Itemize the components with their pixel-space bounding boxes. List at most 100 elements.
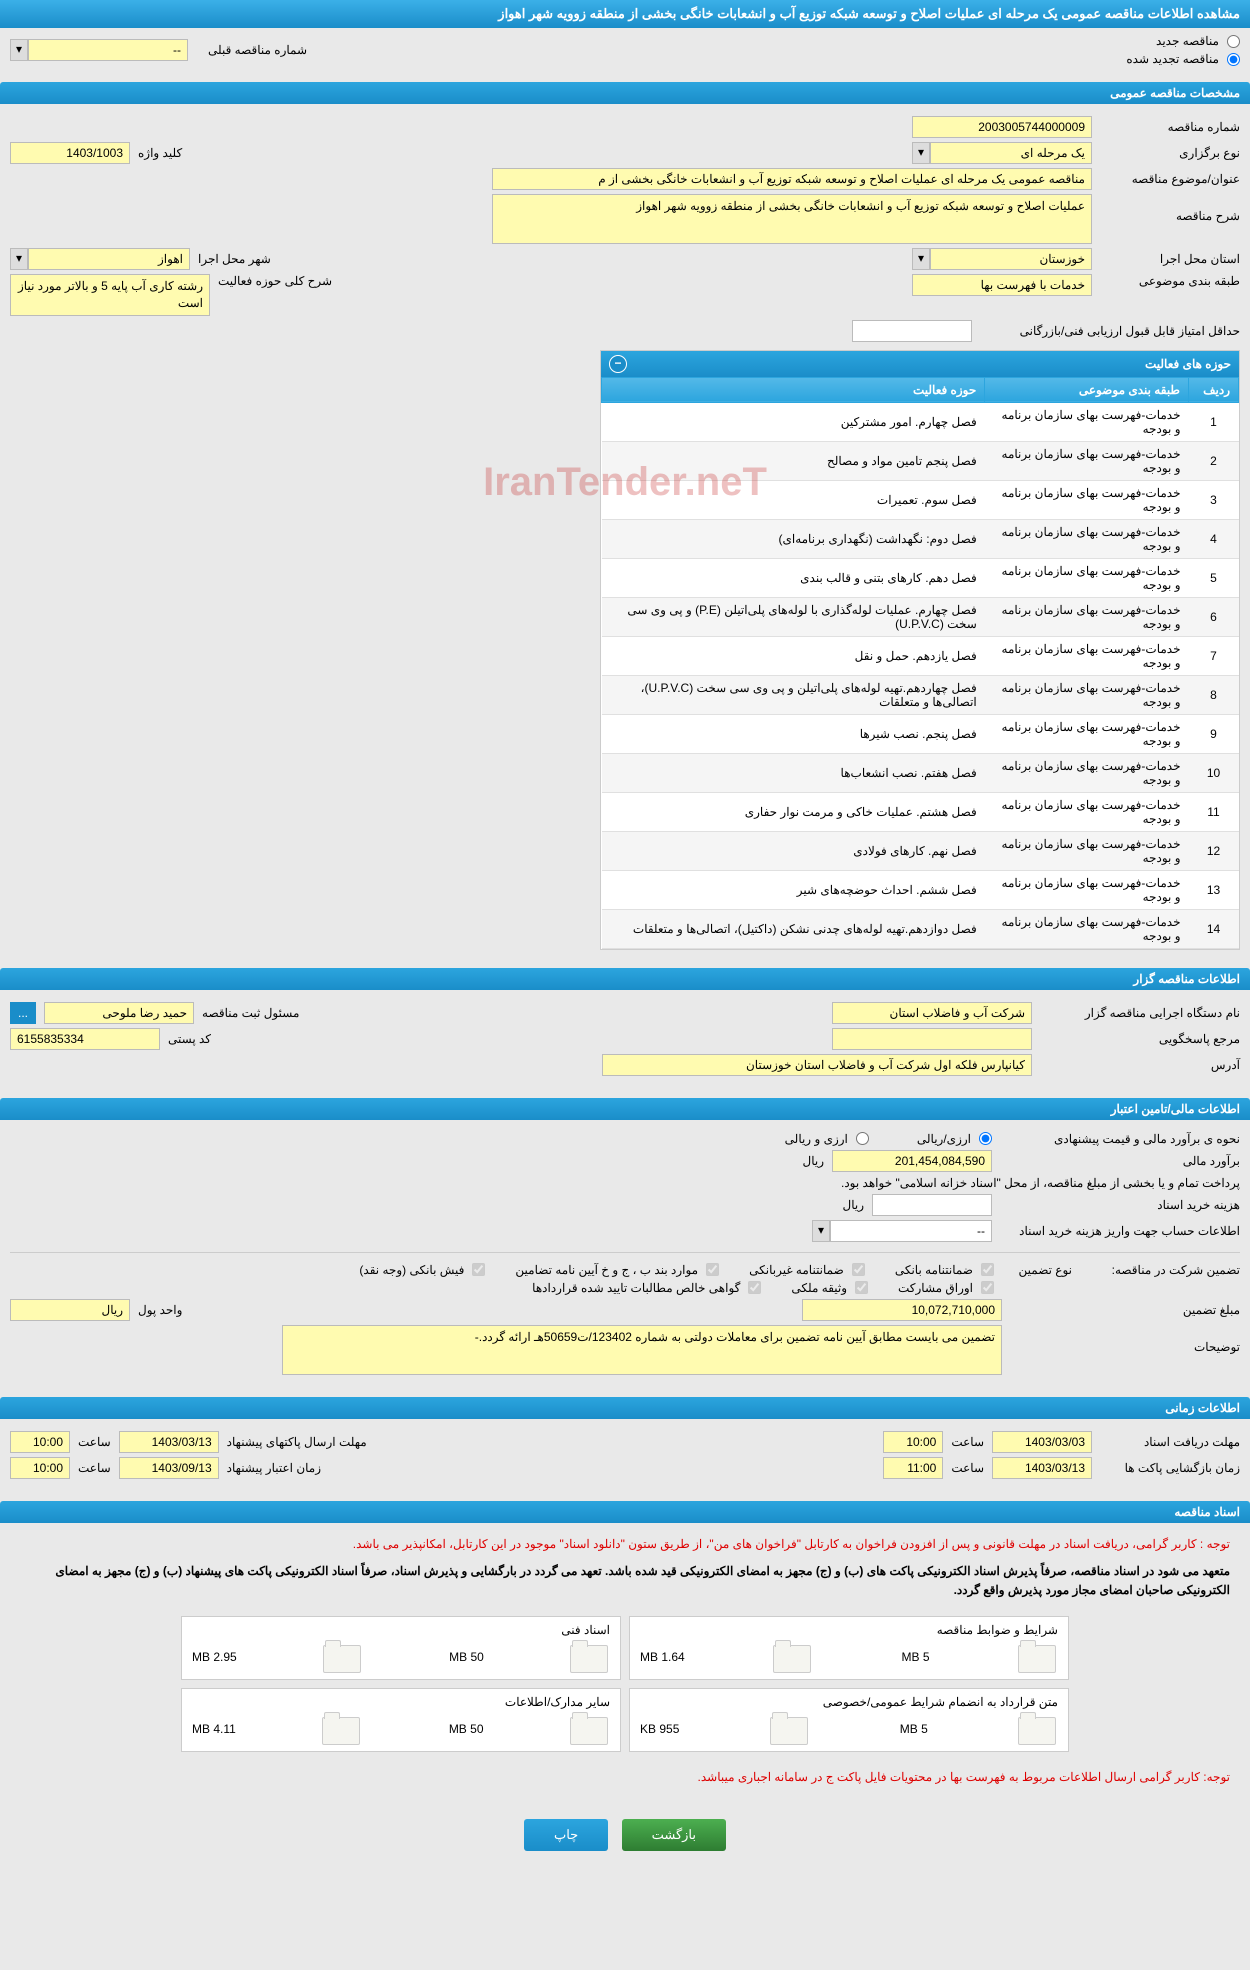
type-field[interactable]: یک مرحله ای xyxy=(930,142,1092,164)
validity-date[interactable]: 1403/09/13 xyxy=(119,1457,219,1479)
receive-time[interactable]: 10:00 xyxy=(883,1431,943,1453)
more-button[interactable]: ... xyxy=(10,1002,36,1024)
file-used: 2.95 MB xyxy=(192,1650,237,1664)
doccost-label: هزینه خرید اسناد xyxy=(1000,1198,1240,1212)
tender-type-row: مناقصه جدید مناقصه تجدید شده شماره مناقص… xyxy=(0,28,1250,72)
estimate-field: 201,454,084,590 xyxy=(832,1150,992,1172)
responsible-field: حمید رضا ملوحی xyxy=(44,1002,194,1024)
folder-icon xyxy=(323,1641,363,1673)
city-field[interactable]: اهواز xyxy=(28,248,190,270)
radio-both[interactable]: ارزی و ریالی xyxy=(785,1132,869,1146)
province-field[interactable]: خوزستان xyxy=(930,248,1092,270)
gunit-label: واحد پول xyxy=(138,1303,182,1317)
desc-field[interactable]: عملیات اصلاح و توسعه شبکه توزیع آب و انش… xyxy=(492,194,1092,244)
open-label: زمان بازگشایی پاکت ها xyxy=(1100,1461,1240,1475)
page-container: مشاهده اطلاعات مناقصه عمومی یک مرحله ای … xyxy=(0,0,1250,1891)
section-financial: اطلاعات مالی/تامین اعتبار xyxy=(0,1098,1250,1120)
time-label: ساعت xyxy=(951,1435,984,1449)
organizer-body: نام دستگاه اجرایی مناقصه گزار شرکت آب و … xyxy=(0,990,1250,1088)
radio-renewed[interactable]: مناقصه تجدید شده xyxy=(327,52,1240,66)
table-row: 2خدمات-فهرست بهای سازمان برنامه و بودجهف… xyxy=(602,441,1239,480)
send-time[interactable]: 10:00 xyxy=(10,1431,70,1453)
contact-field[interactable] xyxy=(832,1028,1032,1050)
button-row: بازگشت چاپ xyxy=(0,1799,1250,1871)
table-row: 11خدمات-فهرست بهای سازمان برنامه و بودجه… xyxy=(602,792,1239,831)
minscore-field[interactable] xyxy=(852,320,972,342)
receive-label: مهلت دریافت اسناد xyxy=(1100,1435,1240,1449)
chevron-down-icon[interactable]: ▾ xyxy=(912,142,930,164)
contact-label: مرجع پاسخگویی xyxy=(1040,1032,1240,1046)
guarantee-checkbox[interactable]: وثیقه ملکی xyxy=(791,1281,868,1295)
chevron-down-icon[interactable]: ▾ xyxy=(10,39,28,61)
gdesc-field[interactable]: تضمین می بایست مطابق آیین نامه تضمین برا… xyxy=(282,1325,1002,1375)
open-date[interactable]: 1403/03/13 xyxy=(992,1457,1092,1479)
org-label: نام دستگاه اجرایی مناقصه گزار xyxy=(1040,1006,1240,1020)
collapse-icon[interactable]: − xyxy=(609,355,627,373)
org-field: شرکت آب و فاضلاب استان xyxy=(832,1002,1032,1024)
guarantee-checkbox[interactable]: فیش بانکی (وجه نقد) xyxy=(359,1263,485,1277)
address-field: کیانپارس فلکه اول شرکت آب و فاضلاب استان… xyxy=(602,1054,1032,1076)
doccost-field[interactable] xyxy=(872,1194,992,1216)
chevron-down-icon[interactable]: ▾ xyxy=(912,248,930,270)
radio-rial[interactable]: ارزی/ریالی xyxy=(917,1132,992,1146)
file-used: 1.64 MB xyxy=(640,1650,685,1664)
prev-number-label: شماره مناقصه قبلی xyxy=(208,43,307,57)
file-used: 4.11 MB xyxy=(192,1722,236,1736)
guarantee-checkbox[interactable]: ضمانتنامه غیربانکی xyxy=(749,1263,865,1277)
file-title: شرایط و ضوابط مناقصه xyxy=(640,1623,1058,1637)
account-label: اطلاعات حساب جهت واریز هزینه خرید اسناد xyxy=(1000,1224,1240,1238)
doc-note1: توجه : کاربر گرامی، دریافت اسناد در مهلت… xyxy=(10,1531,1240,1558)
estimate-label: برآورد مالی xyxy=(1000,1154,1240,1168)
receive-date[interactable]: 1403/03/03 xyxy=(992,1431,1092,1453)
table-header: حوزه فعالیت xyxy=(602,377,985,402)
guarantee-checkbox[interactable]: موارد بند ب ، ج و خ آیین نامه تضامین xyxy=(515,1263,719,1277)
prev-number-field[interactable]: -- xyxy=(28,39,188,61)
file-box[interactable]: سایر مدارک/اطلاعات 50 MB 4.11 MB xyxy=(181,1688,621,1752)
gamount-label: مبلغ تضمین xyxy=(1010,1303,1240,1317)
print-button[interactable]: چاپ xyxy=(524,1819,608,1851)
file-title: سایر مدارک/اطلاعات xyxy=(192,1695,610,1709)
postal-field: 6155835334 xyxy=(10,1028,160,1050)
file-box[interactable]: اسناد فنی 50 MB 2.95 MB xyxy=(181,1616,621,1680)
chevron-down-icon[interactable]: ▾ xyxy=(10,248,28,270)
folder-icon xyxy=(570,1713,610,1745)
keyword-field: 1403/1003 xyxy=(10,142,130,164)
page-title: مشاهده اطلاعات مناقصه عمومی یک مرحله ای … xyxy=(0,0,1250,28)
time-label: ساعت xyxy=(951,1461,984,1475)
file-title: اسناد فنی xyxy=(192,1623,610,1637)
type-label: نوع برگزاری xyxy=(1100,146,1240,160)
file-max: 5 MB xyxy=(902,1650,930,1664)
account-field[interactable]: -- xyxy=(830,1220,992,1242)
table-row: 3خدمات-فهرست بهای سازمان برنامه و بودجهف… xyxy=(602,480,1239,519)
validity-time[interactable]: 10:00 xyxy=(10,1457,70,1479)
number-label: شماره مناقصه xyxy=(1100,120,1240,134)
method-label: نحوه ی برآورد مالی و قیمت پیشنهادی xyxy=(1000,1132,1240,1146)
gamount-field: 10,072,710,000 xyxy=(802,1299,1002,1321)
radio-new[interactable]: مناقصه جدید xyxy=(327,34,1240,48)
table-row: 7خدمات-فهرست بهای سازمان برنامه و بودجهف… xyxy=(602,636,1239,675)
financial-body: نحوه ی برآورد مالی و قیمت پیشنهادی ارزی/… xyxy=(0,1120,1250,1387)
currency-label: ریال xyxy=(802,1154,824,1168)
minscore-label: حداقل امتیاز قابل قبول ارزیابی فنی/بازرگ… xyxy=(980,324,1240,338)
file-box[interactable]: شرایط و ضوابط مناقصه 5 MB 1.64 MB xyxy=(629,1616,1069,1680)
subject-field[interactable]: مناقصه عمومی یک مرحله ای عملیات اصلاح و … xyxy=(492,168,1092,190)
send-date[interactable]: 1403/03/13 xyxy=(119,1431,219,1453)
guarantee-checkbox[interactable]: ضمانتنامه بانکی xyxy=(895,1263,994,1277)
open-time[interactable]: 11:00 xyxy=(883,1457,943,1479)
desc-label: شرح مناقصه xyxy=(1100,194,1240,223)
time-label: ساعت xyxy=(78,1435,111,1449)
gtype-label: نوع تضمین xyxy=(1002,1263,1072,1277)
responsible-label: مسئول ثبت مناقصه xyxy=(202,1006,299,1020)
currency-label2: ریال xyxy=(842,1198,864,1212)
file-max: 5 MB xyxy=(900,1722,928,1736)
table-row: 12خدمات-فهرست بهای سازمان برنامه و بودجه… xyxy=(602,831,1239,870)
guarantee-checkbox[interactable]: گواهی خالص مطالبات تایید شده قراردادها xyxy=(532,1281,761,1295)
folder-icon xyxy=(570,1641,610,1673)
file-box[interactable]: متن قرارداد به انضمام شرایط عمومی/خصوصی … xyxy=(629,1688,1069,1752)
chevron-down-icon[interactable]: ▾ xyxy=(812,1220,830,1242)
back-button[interactable]: بازگشت xyxy=(622,1819,726,1851)
table-row: 14خدمات-فهرست بهای سازمان برنامه و بودجه… xyxy=(602,909,1239,948)
guarantee-checkbox[interactable]: اوراق مشارکت xyxy=(898,1281,994,1295)
city-label: شهر محل اجرا xyxy=(198,252,271,266)
table-row: 6خدمات-فهرست بهای سازمان برنامه و بودجهف… xyxy=(602,597,1239,636)
